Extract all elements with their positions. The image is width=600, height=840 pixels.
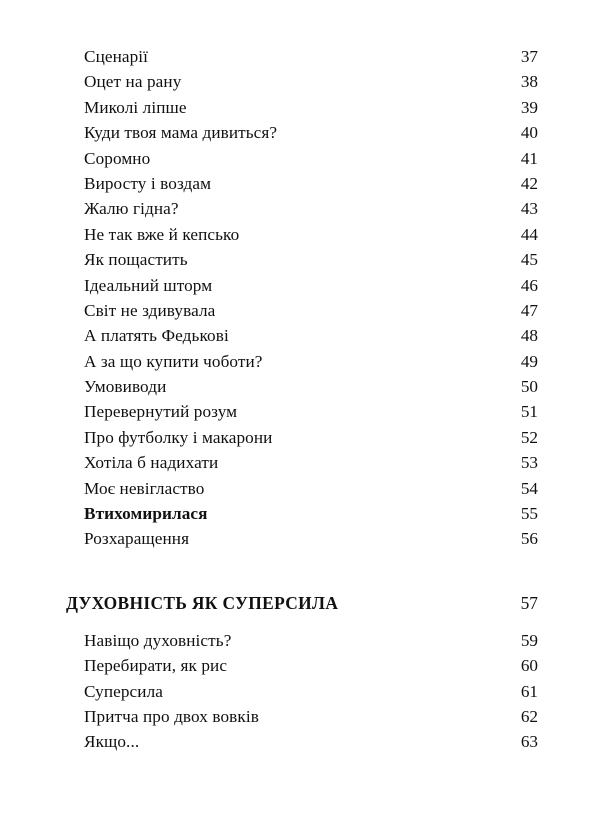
toc-entry-title: Втихомирилася	[84, 504, 208, 524]
toc-entry-page-number: 41	[520, 148, 538, 168]
toc-entry-title: Ідеальний шторм	[84, 275, 213, 295]
toc-entry-title: Умовиводи	[84, 377, 167, 397]
toc-entry-row[interactable]: Суперсила 61	[62, 679, 538, 704]
toc-entry-row[interactable]: Перебирати, як рис 60	[62, 653, 538, 678]
toc-entry-row[interactable]: Навіщо духовність? 59	[62, 628, 538, 653]
toc-entry-page-number: 42	[520, 173, 538, 193]
toc-entry-title: Не так вже й кепсько	[84, 224, 240, 244]
toc-entry-title: Миколі ліпше	[84, 97, 187, 117]
toc-entry-page-number: 50	[520, 377, 538, 397]
toc-entry-row[interactable]: Якщо... 63	[62, 729, 538, 754]
toc-entry-row[interactable]: Куди твоя мама дивиться? 40	[62, 120, 538, 145]
toc-entry-page-number: 40	[520, 123, 538, 143]
toc-entry-title: Світ не здивувала	[84, 300, 216, 320]
toc-entry-page-number: 54	[520, 478, 538, 498]
toc-entry-page-number: 38	[520, 72, 538, 92]
toc-entry-title: Соромно	[84, 148, 151, 168]
table-of-contents: Сценарії 37 Оцет на рану 38 Миколі ліпше 39 Ку…	[62, 44, 538, 755]
toc-entry-title: Моє невігластво	[84, 478, 205, 498]
toc-entry-title: Як пощастить	[84, 250, 188, 270]
toc-entry-row[interactable]: Втихомирилася 55	[62, 501, 538, 526]
toc-entry-row[interactable]: Умовиводи 50	[62, 374, 538, 399]
toc-entry-page-number: 52	[520, 427, 538, 447]
toc-entry-title: А за що купити чоботи?	[84, 351, 263, 371]
toc-entry-page-number: 48	[520, 326, 538, 346]
toc-entry-page-number: 51	[520, 402, 538, 422]
toc-entry-page-number: 49	[520, 351, 538, 371]
toc-entry-title: Жалю гідна?	[84, 199, 179, 219]
toc-section-row[interactable]: ДУХОВНІСТЬ ЯК СУПЕРСИЛА 57	[62, 590, 538, 616]
toc-entry-row[interactable]: Перевернутий розум 51	[62, 399, 538, 424]
toc-entry-title: Суперсила	[84, 681, 163, 701]
toc-entry-title: Навіщо духовність?	[84, 630, 232, 650]
toc-entry-title: Якщо...	[84, 732, 140, 752]
toc-entry-row[interactable]: Моє невігластво 54	[62, 476, 538, 501]
toc-entry-page-number: 55	[520, 504, 538, 524]
toc-entry-row[interactable]: Соромно 41	[62, 146, 538, 171]
toc-entry-page-number: 45	[520, 250, 538, 270]
toc-entry-title: Куди твоя мама дивиться?	[84, 123, 278, 143]
toc-entry-page-number: 47	[520, 300, 538, 320]
toc-entry-page-number: 46	[520, 275, 538, 295]
toc-entry-title: Виросту і воздам	[84, 173, 212, 193]
toc-entry-page-number: 37	[520, 47, 538, 66]
toc-entry-row[interactable]: Не так вже й кепсько 44	[62, 222, 538, 247]
toc-section-title: ДУХОВНІСТЬ ЯК СУПЕРСИЛА	[66, 592, 339, 613]
toc-entry-page-number: 59	[520, 630, 538, 650]
toc-entry-page-number: 43	[520, 199, 538, 219]
toc-entry-row[interactable]: Сценарії 37	[62, 44, 538, 69]
toc-entry-row[interactable]: Притча про двох вовків 62	[62, 704, 538, 729]
toc-entry-row[interactable]: Виросту і воздам 42	[62, 171, 538, 196]
toc-entry-page-number: 61	[520, 681, 538, 701]
toc-entry-title: Оцет на рану	[84, 72, 182, 92]
toc-entry-title: А платять Федькові	[84, 326, 229, 346]
toc-entry-title: Притча про двох вовків	[84, 706, 259, 726]
toc-entry-page-number: 60	[520, 656, 538, 676]
toc-entry-row[interactable]: А платять Федькові 48	[62, 323, 538, 348]
toc-entry-title: Перебирати, як рис	[84, 656, 228, 676]
toc-entry-title: Хотіла б надихати	[84, 453, 219, 473]
toc-entry-row[interactable]: Як пощастить 45	[62, 247, 538, 272]
toc-entry-row[interactable]: Розхаращення 56	[62, 526, 538, 551]
toc-entry-page-number: 53	[520, 453, 538, 473]
toc-entry-row[interactable]: Світ не здивувала 47	[62, 298, 538, 323]
toc-entry-page-number: 39	[520, 97, 538, 117]
toc-entry-row[interactable]: Миколі ліпше 39	[62, 95, 538, 120]
toc-entry-row[interactable]: Жалю гідна? 43	[62, 196, 538, 221]
toc-entry-title: Розхаращення	[84, 529, 190, 549]
toc-entry-page-number: 63	[520, 732, 538, 752]
toc-entry-row[interactable]: Хотіла б надихати 53	[62, 450, 538, 475]
toc-entry-row[interactable]: А за що купити чоботи? 49	[62, 349, 538, 374]
toc-entry-title: Сценарії	[84, 47, 149, 66]
toc-entry-page-number: 62	[520, 706, 538, 726]
toc-entry-row[interactable]: Ідеальний шторм 46	[62, 273, 538, 298]
toc-section-page-number: 57	[520, 592, 538, 613]
toc-entry-page-number: 44	[520, 224, 538, 244]
toc-entry-row[interactable]: Про футболку і макарони 52	[62, 425, 538, 450]
toc-entry-title: Перевернутий розум	[84, 402, 238, 422]
toc-entry-row[interactable]: Оцет на рану 38	[62, 69, 538, 94]
toc-entry-title: Про футболку і макарони	[84, 427, 273, 447]
toc-entry-page-number: 56	[520, 529, 538, 549]
